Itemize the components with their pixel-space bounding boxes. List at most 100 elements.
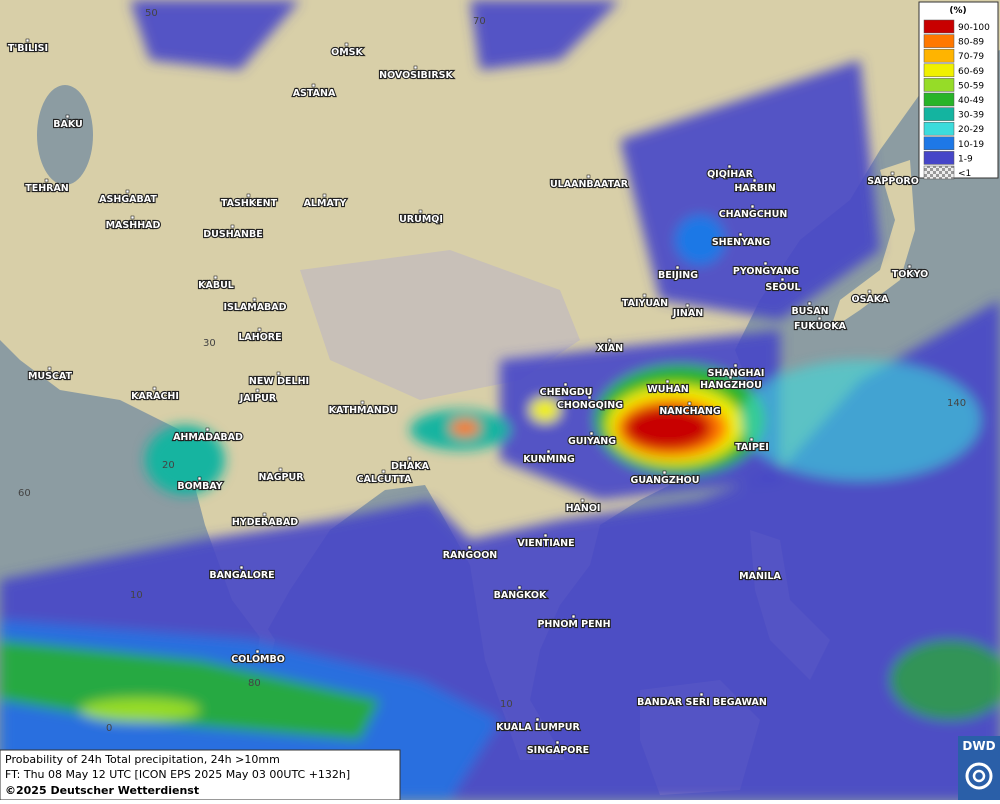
- city-label: AHMADABAD: [173, 432, 243, 443]
- city-dot: [687, 401, 692, 406]
- city-dot: [563, 382, 568, 387]
- city-label: MASHHAD: [106, 220, 161, 231]
- legend-swatch: [923, 78, 955, 92]
- city-dot: [580, 498, 585, 503]
- city-label: LAHORE: [238, 332, 281, 343]
- city-label: KABUL: [198, 280, 234, 291]
- city-dot: [780, 277, 785, 282]
- city-label: VIENTIANE: [517, 538, 574, 549]
- city-label: SINGAPORE: [527, 745, 589, 756]
- city-label: KUALA LUMPUR: [496, 722, 580, 733]
- city-dot: [239, 565, 244, 570]
- grid-label: 10: [500, 699, 513, 710]
- city-dot: [246, 193, 251, 198]
- grid-label: 10: [130, 590, 143, 601]
- city-label: RANGOON: [443, 550, 498, 561]
- city-dot: [205, 427, 210, 432]
- city-dot: [467, 545, 472, 550]
- city-dot: [555, 740, 560, 745]
- city-label: SHANGHAI: [708, 368, 765, 379]
- city-dot: [907, 264, 912, 269]
- city-label: QIQIHAR: [707, 169, 754, 180]
- city-label: GUIYANG: [568, 436, 616, 447]
- city-dot: [728, 375, 733, 380]
- city-dot: [262, 512, 267, 517]
- legend-label: 80-89: [958, 38, 984, 48]
- city-label: ASHGABAT: [99, 194, 157, 205]
- city-label: MUSCAT: [28, 371, 73, 382]
- city-dot: [867, 289, 872, 294]
- city-label: HANGZHOU: [700, 380, 762, 391]
- city-dot: [817, 316, 822, 321]
- logo: DWD: [958, 736, 1000, 800]
- city-labels: OMSK NOVOSIBIRSK ASTANA T'BILISI BAKU TEHRAN A…: [7, 38, 929, 757]
- city-label: TEHRAN: [25, 183, 69, 194]
- legend-label: 30-39: [958, 111, 984, 121]
- logo-text: DWD: [962, 739, 995, 753]
- legend-swatch: [923, 165, 955, 180]
- city-dot: [807, 301, 812, 306]
- city-dot: [757, 566, 762, 571]
- city-label: TAIYUAN: [622, 298, 668, 309]
- japan: [830, 160, 915, 330]
- legend-label: 1-9: [958, 154, 973, 164]
- city-label: ASTANA: [293, 88, 336, 99]
- city-dot: [749, 437, 754, 442]
- grid-label: 30: [203, 338, 216, 349]
- legend-swatch: [923, 63, 955, 78]
- city-dot: [890, 171, 895, 176]
- city-label: BANGALORE: [209, 570, 274, 581]
- city-label: ALMATY: [304, 198, 347, 209]
- city-dot: [750, 204, 755, 209]
- city-dot: [322, 193, 327, 198]
- city-dot: [546, 449, 551, 454]
- city-dot: [230, 224, 235, 229]
- footer: Probability of 24h Total precipitation, …: [0, 749, 401, 801]
- legend-swatch: [923, 151, 955, 165]
- city-dot: [311, 83, 316, 88]
- city-dot: [763, 261, 768, 266]
- footer-line: FT: Thu 08 May 12 UTC [ICON EPS 2025 May…: [5, 768, 350, 781]
- city-dot: [662, 470, 667, 475]
- city-label: BAKU: [53, 119, 83, 130]
- city-dot: [665, 379, 670, 384]
- city-label: BANDAR SERI BEGAWAN: [637, 697, 767, 708]
- city-dot: [381, 469, 386, 474]
- legend-label: 70-79: [958, 52, 984, 62]
- legend-swatch: [923, 92, 955, 107]
- logo-icon: [972, 769, 986, 783]
- city-dot: [418, 209, 423, 214]
- grid-label: 20: [162, 460, 175, 471]
- city-label: KARACHI: [131, 391, 179, 402]
- city-dot: [607, 338, 612, 343]
- city-dot: [255, 649, 260, 654]
- city-label: T'BILISI: [8, 43, 48, 54]
- city-dot: [642, 293, 647, 298]
- city-label: PYONGYANG: [733, 266, 799, 277]
- city-label: OSAKA: [852, 294, 890, 305]
- city-label: TASHKENT: [221, 198, 278, 209]
- city-dot: [752, 178, 757, 183]
- city-label: XIAN: [597, 343, 623, 354]
- legend-label: 60-69: [958, 67, 984, 77]
- city-label: ULAANBAATAR: [550, 179, 629, 190]
- city-dot: [699, 692, 704, 697]
- grid-label: 50: [145, 8, 158, 19]
- city-dot: [727, 164, 732, 169]
- city-label: BANGKOK: [494, 590, 547, 601]
- city-label: FUKUOKA: [794, 321, 847, 332]
- footer-line: ©2025 Deutscher Wetterdienst: [5, 784, 199, 797]
- city-label: SAPPORO: [867, 176, 919, 187]
- city-label: KATHMANDU: [329, 405, 398, 416]
- city-dot: [278, 467, 283, 472]
- legend-label: 20-29: [958, 125, 984, 135]
- city-label: NOVOSIBIRSK: [379, 70, 453, 81]
- city-label: TOKYO: [892, 269, 929, 280]
- city-label: KUNMING: [523, 454, 575, 465]
- legend-label: 40-49: [958, 96, 984, 106]
- city-dot: [543, 533, 548, 538]
- city-dot: [535, 717, 540, 722]
- city-dot: [589, 431, 594, 436]
- city-label: BUSAN: [791, 306, 828, 317]
